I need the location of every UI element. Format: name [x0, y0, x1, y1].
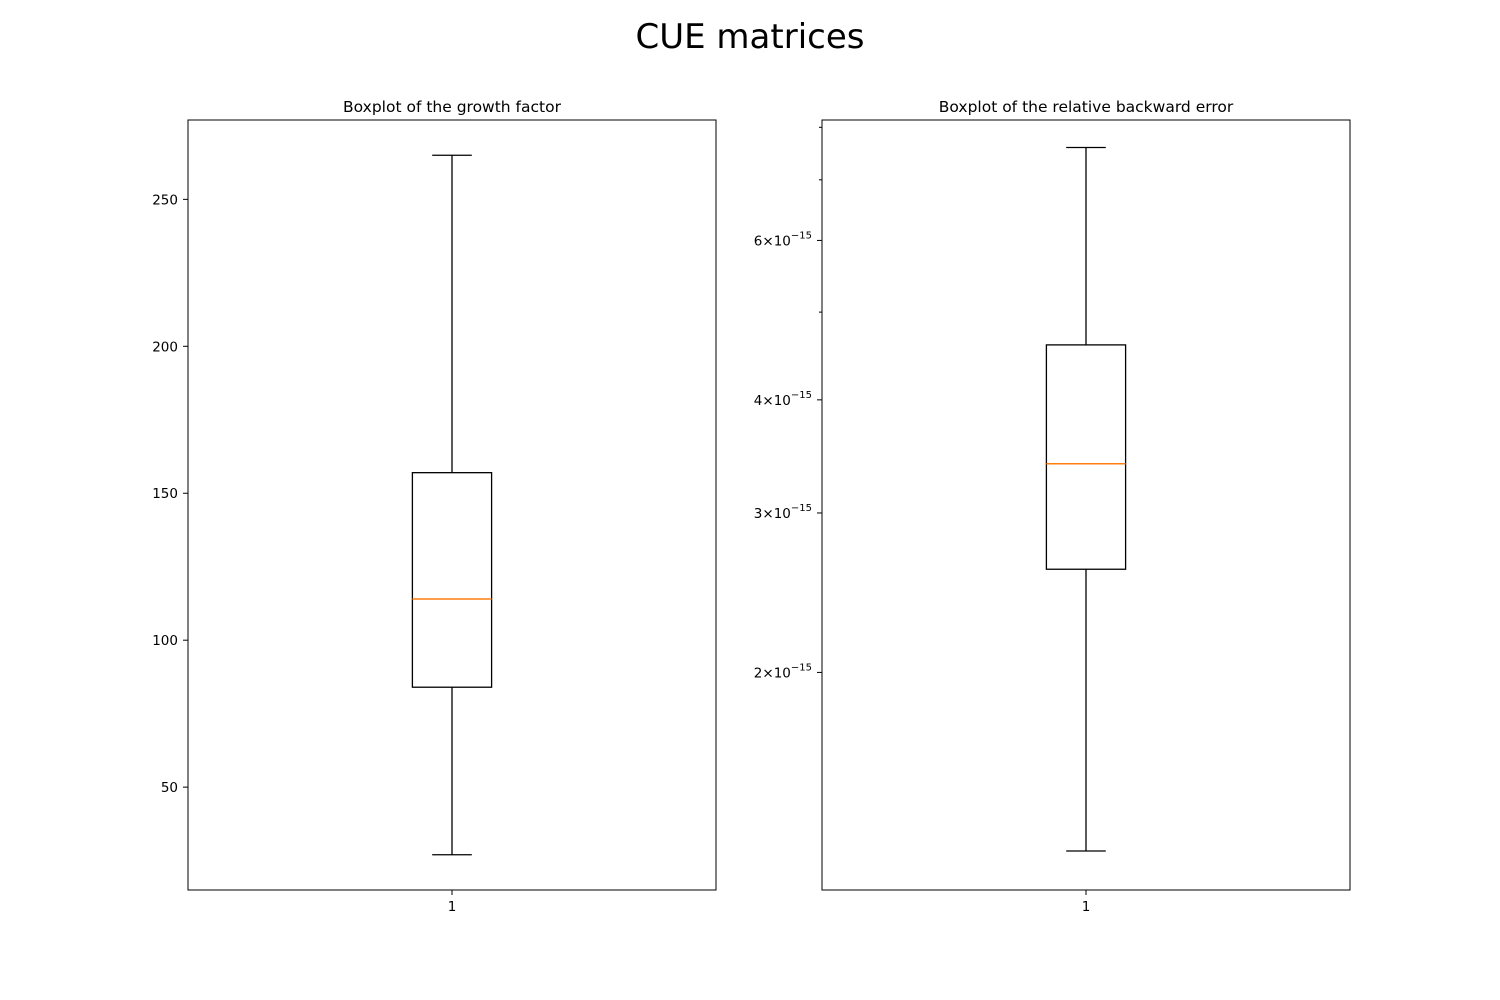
growth-factor-ytick-label: 250 — [152, 192, 178, 208]
backward-error-xtick-label: 1 — [1082, 899, 1091, 915]
growth-factor-ytick-label: 100 — [152, 633, 178, 649]
backward-error-ytick-label: 2×10−15 — [754, 662, 812, 681]
backward-error-ytick-label: 4×10−15 — [754, 390, 812, 409]
backward-error-ytick-label: 3×10−15 — [754, 503, 812, 522]
backward-error-box — [1045, 344, 1127, 570]
growth-factor-ytick-label: 50 — [161, 780, 178, 796]
growth-factor-ytick-label: 200 — [152, 339, 178, 355]
growth-factor-xtick-label: 1 — [448, 899, 457, 915]
growth-factor-title: Boxplot of the growth factor — [343, 98, 562, 116]
growth-factor-panel: Boxplot of the growth factor 50 100 150 200… — [152, 98, 717, 915]
backward-error-title: Boxplot of the relative backward error — [939, 98, 1234, 116]
growth-factor-ytick-label: 150 — [152, 486, 178, 502]
backward-error-panel: Boxplot of the relative backward error 2… — [754, 98, 1351, 915]
figure-suptitle: CUE matrices — [636, 17, 865, 57]
growth-factor-box — [411, 472, 493, 688]
backward-error-ytick-label: 6×10−15 — [754, 230, 812, 249]
